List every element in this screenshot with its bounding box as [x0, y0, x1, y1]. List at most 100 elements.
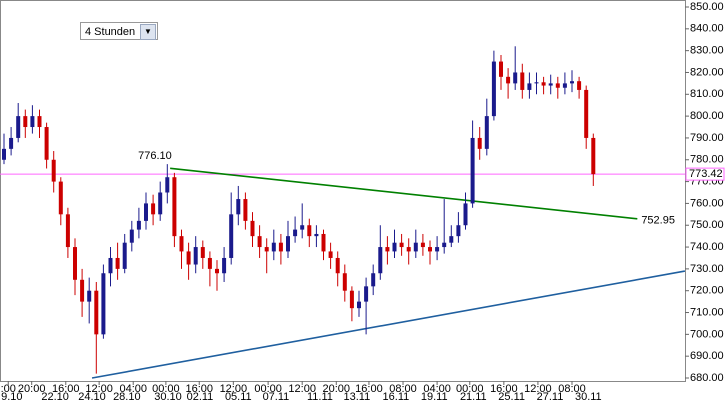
candle-body [293, 229, 298, 237]
candle-body [406, 247, 411, 252]
candle-body [527, 83, 532, 90]
candle-body [271, 242, 276, 252]
candle-body [16, 116, 21, 138]
candle-body [30, 116, 35, 128]
x-date-label: 16.11 [383, 391, 410, 401]
trendline-label: 776.10 [138, 150, 172, 162]
last-price-label: 773.42 [689, 168, 723, 180]
x-date-label: 05.11 [225, 391, 252, 401]
x-tick-label: 08:00 [389, 383, 417, 395]
x-tick-label: 16:00 [490, 383, 518, 395]
y-tick-label: 830.00 [690, 45, 724, 57]
candle-body [584, 89, 589, 138]
candle-body [65, 214, 70, 248]
y-tick-label: 850.00 [690, 1, 724, 13]
trendline [170, 167, 638, 220]
candle-body [541, 82, 546, 86]
candle-body [94, 290, 99, 335]
candle-body [449, 236, 454, 243]
x-date-label: 30.10 [154, 391, 182, 401]
x-date-label: 27.11 [537, 391, 564, 401]
candle-body [172, 177, 177, 237]
candle-body [328, 251, 333, 258]
x-tick-label: :00 [1, 383, 16, 395]
candle-body [314, 233, 319, 237]
candle-body [165, 177, 170, 193]
candle-body [513, 72, 518, 84]
x-tick-label: 20:00 [18, 383, 46, 395]
x-tick-label: 16:00 [355, 383, 383, 395]
candle-body [73, 247, 77, 280]
last-price-box [685, 167, 725, 181]
candle-body [44, 127, 49, 160]
candle-body [243, 199, 248, 221]
x-tick-label: 20:00 [323, 383, 351, 395]
y-tick-label: 750.00 [690, 219, 724, 231]
y-tick-label: 700.00 [690, 328, 724, 340]
x-tick-label: 08:00 [558, 383, 586, 395]
candle-body [491, 61, 496, 117]
candle-body [477, 137, 482, 149]
y-tick-label: 730.00 [690, 263, 724, 275]
candle-body [179, 236, 184, 252]
y-tick-label: 710.00 [690, 306, 724, 318]
x-date-label: 25.11 [498, 391, 525, 401]
candle-body [499, 61, 503, 77]
selector-text: 4 Stunden [85, 26, 136, 38]
candle-body [399, 242, 404, 248]
x-date-label: 22.10 [41, 391, 69, 401]
y-tick-label: 760.00 [690, 197, 724, 209]
x-date-label: 07.11 [263, 391, 290, 401]
candle-body [144, 203, 148, 221]
candle-body [215, 268, 219, 274]
candle-body [534, 82, 539, 84]
y-tick-label: 720.00 [690, 285, 724, 297]
y-tick-label: 780.00 [690, 154, 724, 166]
candle-body [335, 257, 340, 274]
candle-body [108, 257, 113, 274]
candle-body [342, 273, 347, 291]
x-date-label: 02.11 [187, 391, 214, 401]
candle-body [122, 242, 127, 269]
candle-body [364, 286, 369, 302]
candle-body [136, 220, 141, 230]
candle-body [442, 242, 447, 248]
candle-body [158, 192, 163, 215]
candle-body [357, 301, 361, 309]
x-date-label: 28.10 [113, 391, 141, 401]
candle-body [463, 203, 468, 226]
x-tick-label: 04:00 [423, 383, 451, 395]
candle-body [186, 251, 191, 265]
y-tick-label: 810.00 [690, 88, 724, 100]
x-date-label: 24.10 [78, 391, 106, 401]
candle-body [570, 81, 574, 84]
plot-frame [0, 0, 686, 382]
candle-body [207, 257, 212, 269]
candle-body [385, 247, 390, 252]
candle-body [435, 247, 440, 252]
y-tick-label: 740.00 [690, 241, 724, 253]
candle-body [264, 247, 269, 252]
x-tick-label: 16:00 [52, 383, 80, 395]
candle-body [371, 273, 376, 287]
trendline-label: 752.95 [641, 215, 675, 227]
candle-body [236, 199, 241, 215]
candle-body [520, 72, 525, 90]
candle-body [257, 236, 262, 248]
dropdown-arrow[interactable]: ▼ [140, 24, 156, 40]
x-date-label: 9.10 [1, 391, 22, 401]
candle-body [420, 242, 425, 248]
candle-body [392, 242, 397, 252]
x-tick-label: 00:00 [152, 383, 180, 395]
candle-body [101, 273, 106, 335]
candle-body [562, 83, 567, 88]
candle-body [484, 116, 489, 149]
candle-body [23, 116, 28, 128]
y-tick-label: 840.00 [690, 23, 724, 35]
candle-body [555, 83, 560, 88]
y-tick-label: 790.00 [690, 132, 724, 144]
candle-body [129, 229, 134, 243]
timeframe-selector[interactable]: 4 Stunden ▼ [80, 22, 158, 40]
